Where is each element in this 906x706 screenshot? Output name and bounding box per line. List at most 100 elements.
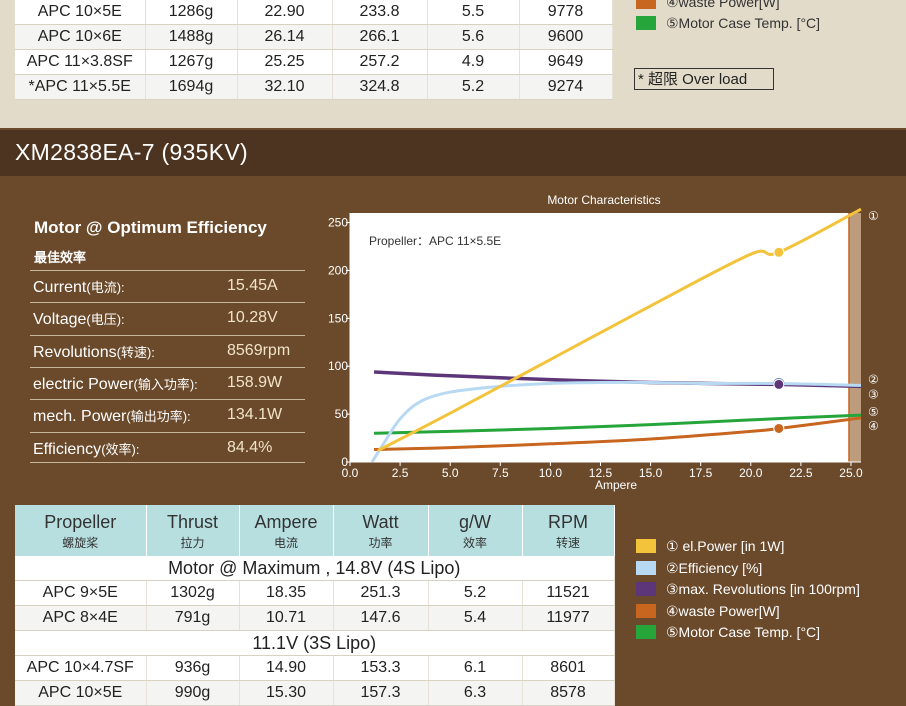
table-cell: *APC 11×5.5E [15, 74, 146, 100]
table-cell: 8578 [522, 680, 615, 706]
table-cell: 1694g [145, 74, 238, 100]
optimum-subtitle: 最佳效率 [34, 250, 87, 265]
legend-swatch [636, 16, 656, 31]
table-cell: 157.3 [333, 680, 429, 706]
table-cell: 9778 [519, 0, 613, 25]
table-cell: 324.8 [332, 74, 428, 100]
x-tick-label: 15.0 [639, 466, 663, 480]
x-tick-label: 12.5 [589, 466, 613, 480]
optimum-label-cn: (输出功率): [126, 409, 191, 425]
column-header-en: Thrust [166, 511, 218, 532]
optimum-row-label: mech. Power(输出功率): [33, 406, 191, 426]
optimum-label-en: Current [33, 279, 87, 296]
column-header-en: Ampere [254, 511, 318, 532]
optimum-label-en: Voltage [33, 311, 87, 329]
top-data-table: APC 10×5E 1286g 22.90 233.8 5.5 9778 APC 10×6E… [15, 0, 613, 100]
optimum-row-label: Revolutions(转速): [33, 342, 155, 362]
optimum-label-cn: (转速): [116, 344, 155, 360]
optimum-row-label: Current(电流): [33, 277, 125, 297]
optimum-row-label: Voltage(电压): [33, 309, 125, 329]
table-cell: 257.2 [332, 49, 428, 75]
optimum-row: Voltage(电压): 10.28V [30, 302, 305, 335]
section-label: 11.1V (3S Lipo) [15, 630, 615, 656]
y-tick-label: 50 [335, 407, 349, 421]
x-tick-label: 7.5 [492, 466, 509, 480]
table-row: APC 8×4E 791g 10.71 147.6 5.4 11977 [15, 605, 615, 631]
optimum-row-value: 8569rpm [227, 341, 291, 359]
optimum-label-cn: (效率): [101, 441, 140, 457]
table-cell: 1302g [146, 580, 240, 606]
table-row: APC 10×5E 990g 15.30 157.3 6.3 8578 [15, 680, 615, 706]
table-cell: 936g [146, 655, 240, 681]
table-cell: 9649 [519, 49, 613, 75]
table-cell: 153.3 [333, 655, 429, 681]
legend-label: ④waste Power[W] [666, 602, 780, 619]
column-header: Propeller 螺旋桨 [15, 505, 147, 556]
table-cell: APC 10×4.7SF [15, 655, 147, 681]
top-panel: APC 10×5E 1286g 22.90 233.8 5.5 9778 APC 10×6E… [0, 0, 906, 128]
column-header: Ampere 电流 [239, 505, 334, 556]
legend-item: ④waste Power[W] [636, 602, 780, 622]
y-tick-label: 150 [328, 311, 348, 325]
optimum-row-value: 15.45A [227, 277, 278, 294]
optimum-label-en: Efficiency [33, 440, 102, 458]
optimum-title: Motor @ Optimum Efficiency [34, 218, 267, 237]
table-cell: 25.25 [237, 49, 333, 75]
section-row: 11.1V (3S Lipo) [15, 630, 615, 656]
table-cell: APC 10×5E [15, 0, 146, 25]
series-end-label: ② [868, 373, 879, 387]
table-row: APC 10×4.7SF 936g 14.90 153.3 6.1 8601 [15, 655, 615, 681]
table-row: *APC 11×5.5E 1694g 32.10 324.8 5.2 9274 [15, 74, 613, 100]
column-header-cn: 功率 [368, 535, 393, 550]
section-title: XM2838EA-7 (935KV) [15, 139, 248, 165]
column-header-en: g/W [458, 511, 491, 532]
table-cell: 5.6 [427, 24, 520, 50]
column-header: RPM 转速 [522, 505, 615, 556]
section-label: Motor @ Maximum , 14.8V (4S Lipo) [15, 556, 615, 581]
column-header-cn: 电流 [273, 535, 298, 550]
table-cell: APC 10×6E [15, 24, 146, 50]
section-title-bar: XM2838EA-7 (935KV) [0, 130, 906, 176]
optimum-label-cn: (输入功率): [133, 376, 198, 392]
table-cell: 26.14 [237, 24, 333, 50]
series-marker [773, 246, 785, 258]
series-end-label: ① [868, 209, 879, 223]
series-end-label: ③ [868, 387, 879, 401]
table-cell: 791g [146, 605, 240, 631]
column-header: Thrust 拉力 [146, 505, 240, 556]
overload-region [848, 213, 861, 462]
optimum-row: mech. Power(输出功率): 134.1W [30, 399, 305, 432]
y-tick-label: 250 [328, 216, 348, 230]
column-header-cn: 螺旋桨 [62, 535, 99, 550]
table-row: APC 9×5E 1302g 18.35 251.3 5.2 11521 [15, 580, 615, 606]
divider [30, 462, 305, 463]
table-cell: 9274 [519, 74, 613, 100]
optimum-row-label: electric Power(输入功率): [33, 374, 198, 394]
table-row: APC 10×5E 1286g 22.90 233.8 5.5 9778 [15, 0, 613, 25]
column-header-en: Propeller [44, 511, 117, 532]
x-tick-label: 0.0 [342, 466, 359, 480]
table-cell: 5.2 [428, 580, 523, 606]
x-tick-label: 20.0 [739, 466, 763, 480]
optimum-row-label: Efficiency(效率): [33, 439, 139, 459]
optimum-label-cn: (电压): [86, 312, 125, 328]
table-cell: 5.2 [427, 74, 520, 100]
legend-item: ③max. Revolutions [in 100rpm] [636, 580, 860, 600]
column-header-en: Watt [362, 511, 399, 532]
y-tick-label: 100 [328, 359, 348, 373]
column-header-en: RPM [548, 511, 588, 532]
x-tick-label: 17.5 [689, 466, 713, 480]
legend-label: ⑤Motor Case Temp. [°C] [666, 14, 821, 31]
optimum-row: electric Power(输入功率): 158.9W [30, 366, 305, 400]
x-tick-label: 10.0 [539, 466, 563, 480]
optimum-label-en: mech. Power [33, 408, 127, 426]
optimum-label-en: electric Power [33, 375, 134, 393]
series-marker [773, 378, 785, 390]
legend-item-waste-power: ④waste Power[W] [636, 0, 780, 13]
legend-swatch [636, 625, 656, 640]
column-header-cn: 拉力 [180, 535, 205, 550]
y-tick-label: 200 [328, 263, 348, 277]
legend-swatch [636, 582, 656, 597]
optimum-row-value: 10.28V [227, 309, 278, 327]
table-cell: 1267g [145, 49, 238, 75]
